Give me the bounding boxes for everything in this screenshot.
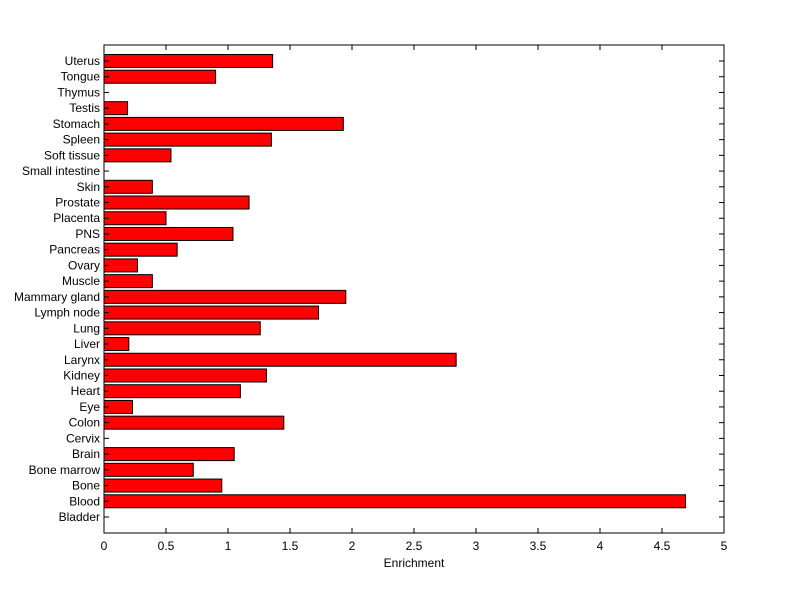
y-tick-label: Uterus bbox=[65, 54, 100, 68]
x-tick-label: 1.5 bbox=[282, 539, 299, 553]
bar-ovary bbox=[103, 258, 138, 273]
y-tick-label: Larynx bbox=[64, 353, 100, 367]
bar-placenta bbox=[103, 211, 167, 226]
y-tick-label: Cervix bbox=[66, 431, 100, 445]
bar-blood bbox=[103, 494, 687, 509]
y-tick-label: Tongue bbox=[61, 70, 101, 84]
y-tick-label: Colon bbox=[69, 416, 100, 430]
bar-muscle bbox=[103, 274, 153, 289]
bar-stomach bbox=[103, 116, 344, 131]
x-tick-label: 1 bbox=[225, 539, 232, 553]
x-tick-label: 2 bbox=[349, 539, 356, 553]
bar-skin bbox=[103, 179, 153, 194]
y-tick-label: Bone bbox=[72, 479, 100, 493]
bar-pns bbox=[103, 226, 234, 241]
x-axis-ticks: 0 0.5 1 1.5 2 2.5 3 3.5 4 4.5 5 bbox=[101, 45, 728, 553]
y-tick-label: Testis bbox=[69, 101, 100, 115]
y-tick-label: Ovary bbox=[68, 258, 100, 272]
bar-kidney bbox=[103, 368, 267, 383]
x-tick-label: 3.5 bbox=[530, 539, 547, 553]
y-tick-label: Skin bbox=[77, 180, 100, 194]
bar-heart bbox=[103, 384, 241, 399]
bar-bone-marrow bbox=[103, 462, 194, 477]
bar-lymph-node bbox=[103, 305, 320, 320]
x-tick-label: 4.5 bbox=[654, 539, 671, 553]
y-tick-label: Lung bbox=[73, 321, 100, 335]
y-tick-label: Brain bbox=[72, 447, 100, 461]
y-tick-label: Small intestine bbox=[22, 164, 100, 178]
x-tick-label: 5 bbox=[721, 539, 728, 553]
bar-spleen bbox=[103, 132, 272, 147]
y-tick-label: Kidney bbox=[63, 368, 100, 382]
bar-prostate bbox=[103, 195, 250, 210]
x-tick-label: 0.5 bbox=[158, 539, 175, 553]
bar-bone bbox=[103, 478, 223, 493]
bar-colon bbox=[103, 415, 285, 430]
bar-tongue bbox=[103, 69, 217, 84]
y-tick-label: Pancreas bbox=[49, 243, 100, 257]
y-tick-label: Placenta bbox=[53, 211, 100, 225]
y-tick-label: Stomach bbox=[53, 117, 100, 131]
y-tick-label: Bladder bbox=[59, 510, 100, 524]
y-tick-label: Bone marrow bbox=[29, 463, 101, 477]
x-tick-label: 2.5 bbox=[406, 539, 423, 553]
bar-larynx bbox=[103, 352, 457, 367]
y-tick-label: Blood bbox=[69, 494, 100, 508]
y-tick-label: Eye bbox=[79, 400, 100, 414]
y-tick-label: Muscle bbox=[62, 274, 100, 288]
x-axis-label: Enrichment bbox=[384, 556, 445, 570]
y-tick-label: Mammary gland bbox=[14, 290, 100, 304]
bar-soft-tissue bbox=[103, 148, 172, 163]
y-tick-label: Thymus bbox=[57, 85, 100, 99]
bar-lung bbox=[103, 321, 261, 336]
bar-mammary-gland bbox=[103, 289, 347, 304]
y-tick-label: Spleen bbox=[63, 133, 100, 147]
x-tick-label: 0 bbox=[101, 539, 108, 553]
bar-brain bbox=[103, 447, 235, 462]
y-tick-label: Prostate bbox=[55, 196, 100, 210]
x-tick-label: 4 bbox=[597, 539, 604, 553]
y-tick-label: PNS bbox=[75, 227, 100, 241]
y-tick-label: Liver bbox=[74, 337, 100, 351]
bars-group bbox=[103, 54, 687, 509]
bar-uterus bbox=[103, 54, 274, 68]
y-tick-label: Lymph node bbox=[34, 306, 100, 320]
bar-pancreas bbox=[103, 242, 178, 257]
y-tick-label: Soft tissue bbox=[44, 148, 100, 162]
y-tick-label: Heart bbox=[71, 384, 101, 398]
x-tick-label: 3 bbox=[473, 539, 480, 553]
